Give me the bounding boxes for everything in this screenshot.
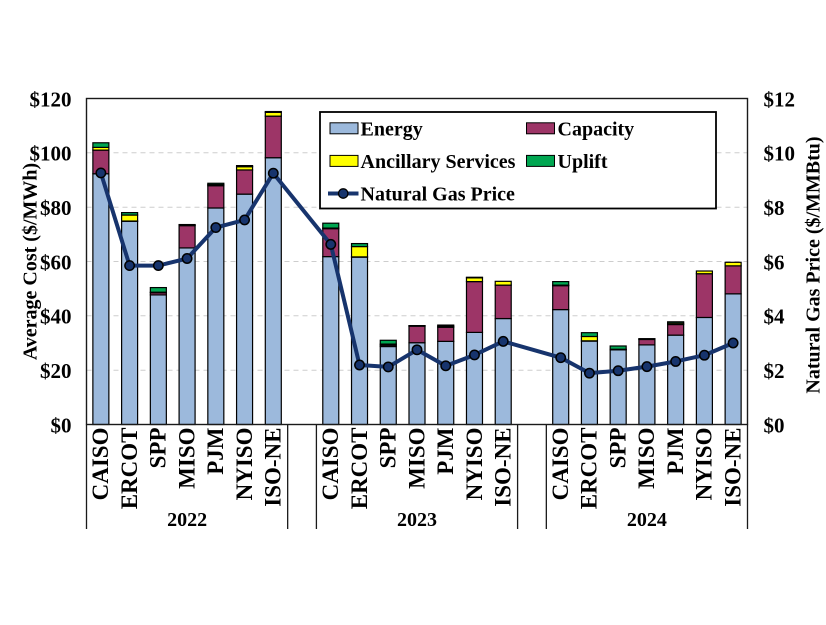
svg-text:$0: $0	[764, 413, 785, 437]
svg-text:Uplift: Uplift	[558, 151, 608, 173]
svg-text:$6: $6	[764, 250, 785, 274]
svg-text:2024: 2024	[627, 509, 667, 531]
svg-text:PJM: PJM	[433, 427, 458, 475]
svg-text:$40: $40	[40, 305, 72, 329]
svg-text:$20: $20	[40, 359, 72, 383]
svg-text:Natural Gas Price: Natural Gas Price	[361, 184, 516, 206]
svg-text:$0: $0	[51, 413, 72, 437]
svg-text:MISO: MISO	[404, 428, 429, 489]
svg-text:SPP: SPP	[146, 428, 171, 469]
svg-text:ERCOT: ERCOT	[347, 428, 372, 510]
svg-text:PJM: PJM	[663, 427, 688, 475]
svg-text:$80: $80	[40, 196, 72, 220]
svg-text:ISO-NE: ISO-NE	[491, 428, 516, 507]
svg-text:CAISO: CAISO	[318, 428, 343, 501]
svg-text:NYISO: NYISO	[692, 428, 717, 501]
svg-text:Capacity: Capacity	[558, 118, 635, 140]
svg-text:$4: $4	[764, 305, 786, 329]
svg-text:SPP: SPP	[605, 428, 630, 469]
svg-text:2022: 2022	[167, 509, 207, 531]
svg-text:Natural Gas Price ($/MMBtu): Natural Gas Price ($/MMBtu)	[803, 136, 825, 393]
svg-text:SPP: SPP	[376, 428, 401, 469]
svg-text:$10: $10	[764, 142, 796, 166]
svg-text:$100: $100	[30, 142, 72, 166]
svg-text:MISO: MISO	[174, 428, 199, 489]
svg-text:ERCOT: ERCOT	[577, 428, 602, 510]
svg-text:PJM: PJM	[203, 427, 228, 475]
svg-text:$8: $8	[764, 196, 785, 220]
svg-text:$60: $60	[40, 250, 72, 274]
svg-text:$120: $120	[30, 87, 72, 111]
svg-text:$12: $12	[764, 87, 796, 111]
svg-text:$2: $2	[764, 359, 785, 383]
svg-text:ISO-NE: ISO-NE	[720, 428, 745, 507]
svg-text:Ancillary Services: Ancillary Services	[361, 151, 516, 173]
svg-text:MISO: MISO	[634, 428, 659, 489]
svg-text:Average Cost ($/MWh): Average Cost ($/MWh)	[20, 163, 42, 360]
svg-text:NYISO: NYISO	[232, 428, 257, 501]
svg-text:Energy: Energy	[361, 118, 423, 140]
svg-text:CAISO: CAISO	[548, 428, 573, 501]
svg-text:CAISO: CAISO	[88, 428, 113, 501]
svg-text:NYISO: NYISO	[462, 428, 487, 501]
svg-text:ERCOT: ERCOT	[117, 428, 142, 510]
svg-text:2023: 2023	[397, 509, 437, 531]
svg-text:ISO-NE: ISO-NE	[261, 428, 286, 507]
